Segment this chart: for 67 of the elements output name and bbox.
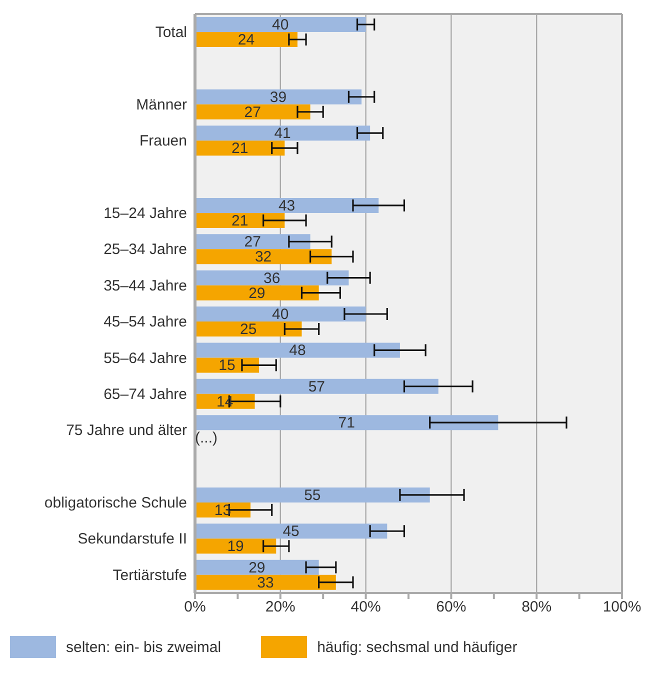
data-label: 39 xyxy=(270,88,287,106)
y-tick-label: Männer xyxy=(136,96,188,114)
bar xyxy=(195,574,336,590)
bar xyxy=(195,487,430,502)
x-tick-label: 80% xyxy=(522,598,552,616)
bar xyxy=(195,342,400,358)
data-label: 33 xyxy=(257,574,274,592)
x-tick-label: 60% xyxy=(436,598,466,616)
x-tick-label: 0% xyxy=(184,598,206,616)
data-label: 36 xyxy=(264,270,280,287)
x-tick-label: 40% xyxy=(350,598,381,616)
bar xyxy=(195,212,285,228)
bar xyxy=(195,538,276,554)
y-tick-label: Frauen xyxy=(139,132,187,150)
data-label: 48 xyxy=(289,342,306,360)
data-label: 40 xyxy=(272,16,289,34)
bar xyxy=(195,198,379,213)
data-label: 21 xyxy=(231,140,248,158)
data-label: 55 xyxy=(304,486,321,504)
data-label: 24 xyxy=(238,32,255,48)
y-tick-label: Total xyxy=(155,24,187,42)
text: (...) xyxy=(195,430,218,447)
bar xyxy=(195,32,298,47)
bar xyxy=(195,104,310,120)
data-label: 43 xyxy=(278,197,296,214)
legend-label: selten: ein- bis zweimal xyxy=(66,638,222,656)
data-label: 27 xyxy=(244,104,261,121)
bar xyxy=(195,306,366,322)
bar xyxy=(195,89,362,104)
data-label: 41 xyxy=(274,125,291,142)
x-tick-label: 100% xyxy=(602,598,642,616)
data-label: 29 xyxy=(248,559,266,576)
x-tick-label: 20% xyxy=(265,598,296,616)
data-label: 40 xyxy=(272,306,289,323)
y-tick-label: 15–24 Jahre xyxy=(104,205,187,222)
legend-label: häufig: sechsmal und häufiger xyxy=(317,638,518,656)
data-label: 57 xyxy=(308,378,326,396)
data-label: 25 xyxy=(240,321,257,338)
bar xyxy=(195,524,388,539)
data-label: 45 xyxy=(282,523,300,540)
y-tick-label: 25–34 Jahre xyxy=(104,241,187,258)
y-tick-label: 45–54 Jahre xyxy=(104,314,187,331)
data-label: 19 xyxy=(227,538,244,556)
bar xyxy=(195,234,310,250)
data-label: 21 xyxy=(231,212,248,230)
y-tick-label: Sekundarstufe II xyxy=(78,530,187,548)
y-tick-label: 75 Jahre und älter xyxy=(66,422,187,440)
data-label: 71 xyxy=(338,414,355,432)
bar xyxy=(195,140,285,156)
data-label: 15 xyxy=(218,357,236,374)
y-tick-label: 55–64 Jahre xyxy=(104,350,187,367)
y-tick-label: Tertiärstufe xyxy=(112,566,187,584)
bar xyxy=(195,322,302,336)
bar xyxy=(195,415,498,430)
bar xyxy=(195,17,366,32)
bar xyxy=(195,249,332,264)
bar xyxy=(195,126,370,141)
data-label: 29 xyxy=(248,284,266,302)
y-tick-label: 35–44 Jahre xyxy=(104,277,187,294)
bar xyxy=(195,560,319,575)
y-tick-label: 65–74 Jahre xyxy=(104,386,187,403)
bar xyxy=(195,285,319,300)
data-label: 32 xyxy=(254,248,272,266)
bar xyxy=(195,378,438,394)
y-tick-label: obligatorische Schule xyxy=(44,494,187,512)
bar xyxy=(195,270,349,286)
data-label: 27 xyxy=(244,234,261,251)
